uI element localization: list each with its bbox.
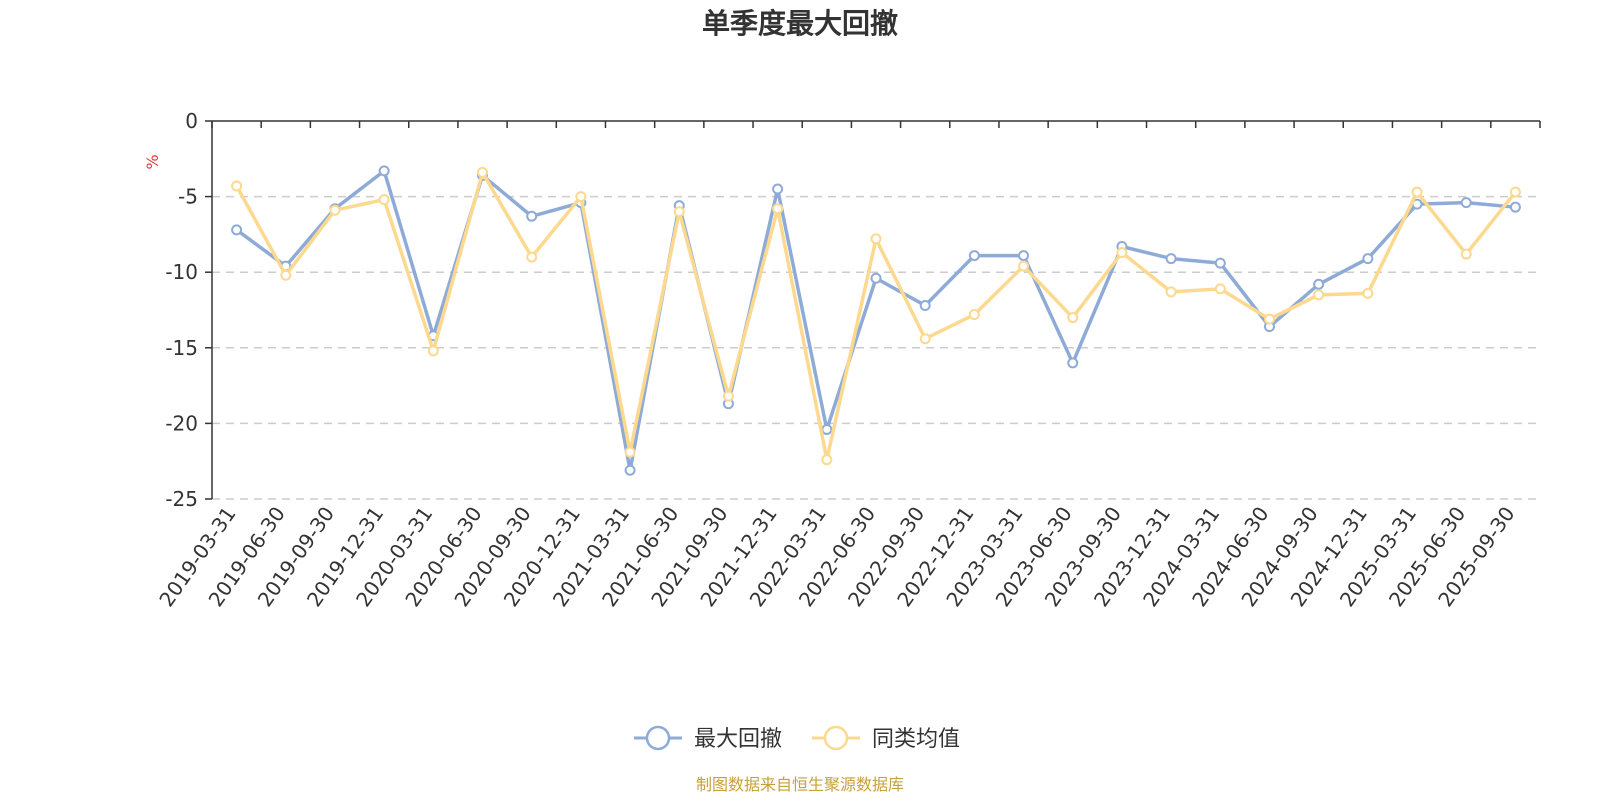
data-point xyxy=(1116,247,1128,259)
chart-title: 单季度最大回撤 xyxy=(702,7,898,40)
y-tick-label: -10 xyxy=(165,260,198,284)
data-point xyxy=(231,180,243,192)
y-tick-label: -20 xyxy=(165,411,198,435)
data-point xyxy=(772,203,784,215)
data-point xyxy=(624,446,636,458)
y-tick-label: -25 xyxy=(165,487,198,511)
data-point xyxy=(378,165,390,177)
data-point xyxy=(1313,278,1325,290)
data-point xyxy=(1067,357,1079,369)
y-tick-label: 0 xyxy=(185,109,198,133)
data-point xyxy=(1411,186,1423,198)
data-point xyxy=(772,183,784,195)
data-point xyxy=(1509,186,1521,198)
data-point xyxy=(1313,289,1325,301)
data-point xyxy=(1509,201,1521,213)
data-point xyxy=(870,233,882,245)
data-point xyxy=(575,191,587,203)
data-point xyxy=(1165,286,1177,298)
data-point xyxy=(870,272,882,284)
data-point xyxy=(427,345,439,357)
data-point xyxy=(1362,287,1374,299)
data-point xyxy=(821,423,833,435)
data-point xyxy=(1067,312,1079,324)
data-point xyxy=(919,299,931,311)
data-point xyxy=(378,194,390,206)
series-line xyxy=(235,169,1516,473)
gridlines xyxy=(212,195,1540,500)
series-lines xyxy=(231,165,1521,476)
data-point xyxy=(1460,197,1472,209)
legend-label: 同类均值 xyxy=(872,727,960,752)
series-2 xyxy=(231,166,1521,466)
data-point xyxy=(1214,257,1226,269)
data-source-note: 制图数据来自恒生聚源数据库 xyxy=(696,775,904,794)
legend-marker-icon xyxy=(823,725,849,751)
data-point xyxy=(1362,253,1374,265)
data-point xyxy=(526,210,538,222)
legend-item[interactable]: 最大回撤 xyxy=(634,725,782,752)
data-point xyxy=(919,333,931,345)
y-tick-label: -5 xyxy=(178,185,198,209)
legend[interactable]: 最大回撤 同类均值 xyxy=(634,725,960,752)
axes: 0-5-10-15-20-252019-03-312019-06-302019-… xyxy=(154,109,1541,611)
y-tick-label: -15 xyxy=(165,336,198,360)
legend-marker-icon xyxy=(645,725,671,751)
data-point xyxy=(968,309,980,321)
legend-item[interactable]: 同类均值 xyxy=(812,725,960,752)
data-point xyxy=(1165,253,1177,265)
data-point xyxy=(526,251,538,263)
data-point xyxy=(821,454,833,466)
data-point xyxy=(673,206,685,218)
data-point xyxy=(280,269,292,281)
data-point xyxy=(624,464,636,476)
data-point xyxy=(968,250,980,262)
data-point xyxy=(1214,283,1226,295)
data-point xyxy=(477,166,489,178)
data-point xyxy=(1018,250,1030,262)
legend-label: 最大回撤 xyxy=(694,727,782,752)
data-point xyxy=(1460,248,1472,260)
data-point xyxy=(1263,313,1275,325)
data-point xyxy=(329,204,341,216)
data-point xyxy=(722,390,734,402)
data-point xyxy=(231,224,243,236)
data-point xyxy=(1018,260,1030,272)
y-axis-unit: % xyxy=(143,154,162,169)
